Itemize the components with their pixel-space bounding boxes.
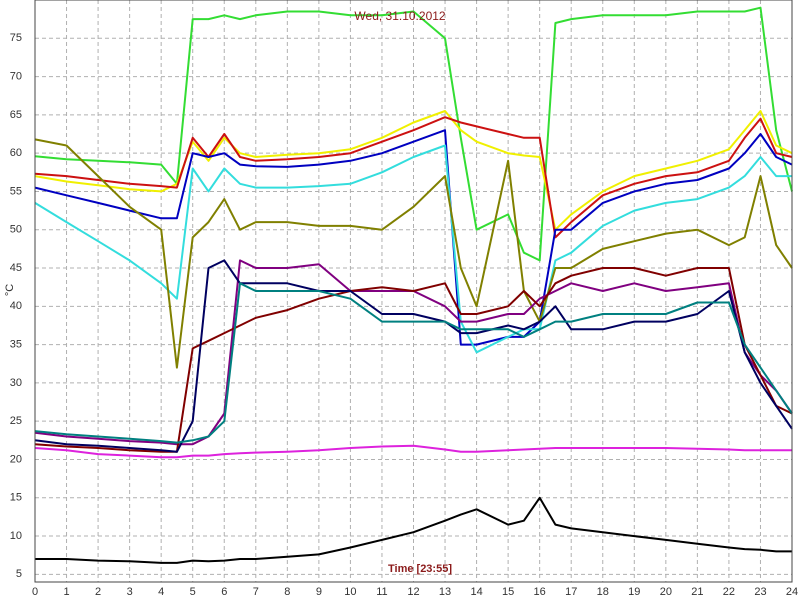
x-tick-label: 22 [723, 586, 735, 598]
x-tick-label: 21 [691, 586, 703, 598]
x-tick-label: 9 [316, 586, 322, 598]
y-axis-label: °C [4, 284, 16, 296]
y-tick-label: 15 [10, 492, 22, 504]
y-tick-label: 75 [10, 32, 22, 44]
lines [34, 6, 793, 564]
y-tick-label: 30 [10, 377, 22, 389]
x-tick-label: 14 [470, 586, 482, 598]
x-tick-label: 18 [597, 586, 609, 598]
series-line [34, 129, 793, 346]
series-line [34, 6, 793, 262]
x-tick-label: 0 [32, 586, 38, 598]
x-tick-label: 17 [565, 586, 577, 598]
series-line [35, 496, 792, 564]
y-tick-label: 20 [10, 453, 22, 465]
y-tick-label: 70 [10, 70, 22, 82]
x-tick-label: 2 [95, 586, 101, 598]
x-tick-label: 3 [127, 586, 133, 598]
series-line [34, 138, 793, 369]
y-tick-label: 60 [10, 147, 22, 159]
x-tick-label: 7 [253, 586, 259, 598]
x-tick-label: 15 [502, 586, 514, 598]
x-axis-label: Time [23:55] [388, 563, 452, 575]
x-tick-label: 6 [221, 586, 227, 598]
x-tick-label: 8 [284, 586, 290, 598]
x-tick-label: 1 [63, 586, 69, 598]
x-tick-label: 11 [376, 586, 387, 598]
series-line [34, 444, 792, 459]
y-tick-label: 50 [10, 224, 22, 236]
x-tick-label: 20 [660, 586, 672, 598]
x-tick-label: 16 [534, 586, 546, 598]
y-tick-label: 5 [16, 568, 22, 580]
x-tick-label: 19 [628, 586, 640, 598]
series-line [34, 116, 793, 239]
series-line [34, 282, 793, 444]
y-tick-label: 10 [10, 530, 22, 542]
series-line [34, 259, 793, 446]
series-line [34, 267, 793, 453]
y-tick-label: 40 [10, 300, 22, 312]
x-tick-label: 24 [786, 586, 798, 598]
x-tick-label: 12 [407, 586, 419, 598]
chart-title: Wed, 31.10.2012 [354, 9, 446, 23]
y-tick-label: 35 [10, 339, 22, 351]
x-tick-label: 13 [439, 586, 451, 598]
y-tick-label: 25 [10, 415, 22, 427]
series-line [34, 144, 792, 354]
y-tick-label: 65 [10, 109, 22, 121]
x-tick-label: 23 [754, 586, 766, 598]
y-tick-label: 45 [10, 262, 22, 274]
y-tick-label: 55 [10, 185, 22, 197]
x-tick-label: 10 [344, 586, 356, 598]
plot-frame [34, 0, 793, 583]
x-tick-label: 4 [158, 586, 164, 598]
grid [34, 0, 793, 582]
x-tick-label: 5 [190, 586, 196, 598]
